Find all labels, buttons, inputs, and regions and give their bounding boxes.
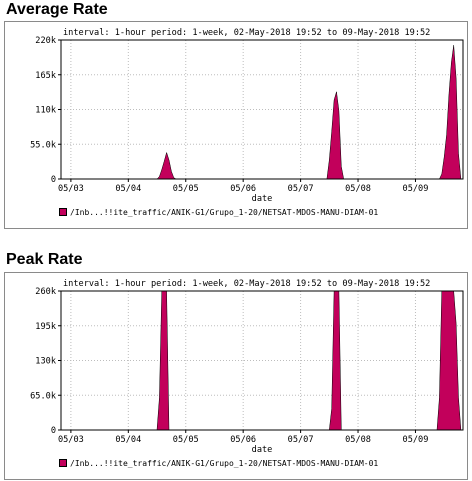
x-tick-label: 05/06 xyxy=(230,184,256,194)
y-tick-label: 65.0k xyxy=(30,391,57,401)
y-tick-label: 110k xyxy=(35,106,57,116)
series-area xyxy=(156,290,170,431)
series-area xyxy=(436,290,462,431)
x-tick-label: 05/08 xyxy=(345,435,371,445)
legend-swatch-icon xyxy=(59,459,67,467)
x-tick-label: 05/06 xyxy=(230,435,256,445)
y-tick-label: 130k xyxy=(35,357,57,367)
series-area xyxy=(156,151,177,180)
average-rate-chart: interval: 1-hour period: 1-week, 02-May-… xyxy=(30,28,464,204)
y-tick-label: 55.0k xyxy=(30,140,57,150)
x-tick-label: 05/04 xyxy=(115,184,141,194)
x-tick-label: 05/05 xyxy=(173,184,199,194)
peak-rate-chart: interval: 1-hour period: 1-week, 02-May-… xyxy=(30,279,464,455)
x-tick-label: 05/05 xyxy=(173,435,199,445)
x-tick-label: 05/03 xyxy=(58,435,84,445)
legend-label: /Inb...!!ite_traffic/ANIK-G1/Grupo_1-20/… xyxy=(70,459,379,468)
y-tick-label: 220k xyxy=(35,36,57,46)
peak-rate-legend: /Inb...!!ite_traffic/ANIK-G1/Grupo_1-20/… xyxy=(59,459,378,469)
average-rate-legend: /Inb...!!ite_traffic/ANIK-G1/Grupo_1-20/… xyxy=(59,208,378,218)
peak-rate-chart-panel: interval: 1-hour period: 1-week, 02-May-… xyxy=(4,272,468,480)
plot-frame xyxy=(60,39,464,180)
y-tick-label: 0 xyxy=(51,426,56,436)
plot-frame xyxy=(60,290,464,431)
x-tick-label: 05/07 xyxy=(288,184,314,194)
chart-header: interval: 1-hour period: 1-week, 02-May-… xyxy=(63,28,430,38)
x-tick-label: 05/09 xyxy=(403,435,429,445)
series-area xyxy=(326,91,345,180)
x-tick-label: 05/08 xyxy=(345,184,371,194)
series-area xyxy=(439,45,462,180)
peak-rate-title: Peak Rate xyxy=(6,251,83,268)
legend-swatch-icon xyxy=(59,208,67,216)
y-tick-label: 195k xyxy=(35,322,57,332)
x-axis-label: date xyxy=(252,445,273,455)
y-tick-label: 260k xyxy=(35,287,57,297)
x-tick-label: 05/03 xyxy=(58,184,84,194)
x-tick-label: 05/04 xyxy=(115,435,141,445)
legend-label: /Inb...!!ite_traffic/ANIK-G1/Grupo_1-20/… xyxy=(70,208,379,217)
y-tick-label: 165k xyxy=(35,71,57,81)
average-rate-title: Average Rate xyxy=(6,1,108,18)
chart-header: interval: 1-hour period: 1-week, 02-May-… xyxy=(63,279,430,289)
average-rate-chart-panel: interval: 1-hour period: 1-week, 02-May-… xyxy=(4,21,468,229)
x-tick-label: 05/09 xyxy=(403,184,429,194)
y-tick-label: 0 xyxy=(51,175,56,185)
x-tick-label: 05/07 xyxy=(288,435,314,445)
x-axis-label: date xyxy=(252,194,273,204)
